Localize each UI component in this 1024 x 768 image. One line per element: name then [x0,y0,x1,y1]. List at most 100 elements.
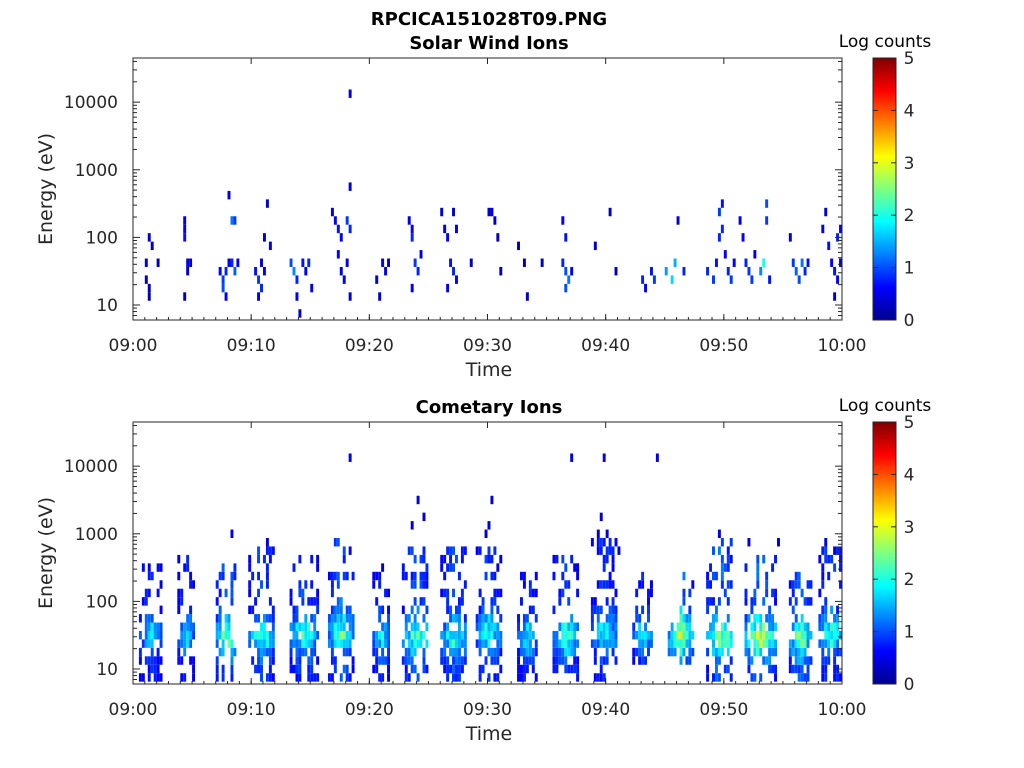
heatmap-cell [552,554,556,564]
heatmap-cell [806,639,810,648]
heatmap-cell [478,673,482,682]
heatmap-cell [221,563,225,572]
heatmap-cell [478,605,482,615]
heatmap-cell [348,673,352,682]
heatmap-cell [425,664,429,674]
heatmap-cell [460,664,464,674]
heatmap-cell [765,199,769,208]
heatmap-cell [765,588,769,598]
heatmap-cell [794,266,798,276]
heatmap-cell [289,622,293,631]
heatmap-cell [271,622,275,631]
heatmap-cell [759,639,763,648]
heatmap-cell [608,538,612,547]
heatmap-cell [186,266,190,276]
heatmap-cell [387,622,391,631]
heatmap-cell [372,647,376,657]
heatmap-cell [836,622,840,631]
x-tick-label: 09:20 [345,700,394,720]
heatmap-cell [723,588,727,598]
heatmap-cell [452,563,455,572]
heatmap-cell [608,639,612,648]
heatmap-cell [688,622,692,631]
heatmap-cell [558,647,562,657]
heatmap-cell [608,207,612,217]
heatmap-cell [596,546,600,555]
heatmap-cell [375,597,379,606]
colorbar-tick-label: 5 [904,49,915,69]
heatmap-cell [602,673,606,682]
heatmap-cell [475,622,479,631]
heatmap-cell [676,622,680,631]
heatmap-cell [481,597,485,606]
heatmap-cell [271,647,275,657]
heatmap-cell [490,605,494,615]
heatmap-cell [788,647,792,657]
heatmap-cell [750,605,754,615]
x-tick-label: 09:40 [581,336,630,356]
x-ticks: 09:00 09:10 09:20 09:30 09:40 09:50 10:00 [109,58,867,356]
heatmap-cell [304,614,308,623]
heatmap-cell [339,597,343,606]
heatmap-cell [520,673,523,682]
heatmap-cell [552,605,556,615]
heatmap-cell [177,588,181,598]
heatmap-cell [183,639,187,648]
heatmap-cell [159,630,163,640]
heatmap-cell [150,622,154,631]
heatmap-cell [342,647,346,657]
heatmap-cell [531,588,535,598]
heatmap-cell [254,630,258,640]
heatmap-cell [555,647,559,657]
heatmap-cell [457,664,461,674]
heatmap-cell [667,630,671,640]
heatmap-cell [706,571,710,581]
heatmap-cell [333,538,337,547]
heatmap-cell [144,597,148,606]
heatmap-cell [227,258,231,267]
heatmap-cell [449,605,453,615]
heatmap-cell [449,664,453,674]
heatmap-cell [455,630,458,640]
heatmap-cell [791,605,795,615]
heatmap-cell [304,622,308,631]
heatmap-cell [641,275,645,284]
colorbar: 0 1 2 3 4 5 [872,413,914,695]
heatmap-cell [644,622,648,631]
heatmap-cell [765,630,769,640]
heatmap-cell [605,614,609,623]
heatmap-cell [821,571,825,581]
heatmap-cell [342,639,346,648]
y-axis-label: Energy (eV) [35,133,57,245]
heatmap-cell [774,647,777,657]
heatmap-cell [227,190,231,200]
heatmap-cell [150,664,154,674]
heatmap-cell [348,182,352,191]
heatmap-cell [177,647,181,657]
heatmap-cell [215,597,219,606]
heatmap-cell [153,656,157,665]
heatmap-cell [295,275,299,284]
heatmap-cell [647,597,650,606]
heatmap-cell [342,622,346,631]
heatmap-cell [667,647,671,657]
heatmap-cell [481,639,485,648]
heatmap-cell [333,605,337,615]
heatmap-cell [455,554,458,564]
heatmap-cell [407,216,411,225]
heatmap-cell [422,580,426,589]
heatmap-cell [744,630,748,640]
heatmap-cell [797,664,801,674]
heatmap-cell [381,656,385,665]
heatmap-cell [449,554,453,564]
heatmap-cell [635,588,639,598]
y-tick-label: 1000 [75,525,118,545]
heatmap-cell [762,258,766,267]
heatmap-cell [573,647,577,657]
heatmap-cell [685,622,689,631]
heatmap-cell [599,605,603,615]
heatmap-cell [192,622,196,631]
heatmap-cell [339,614,343,623]
y-tick-label: 10 [96,296,118,316]
heatmap-cell [706,647,710,657]
